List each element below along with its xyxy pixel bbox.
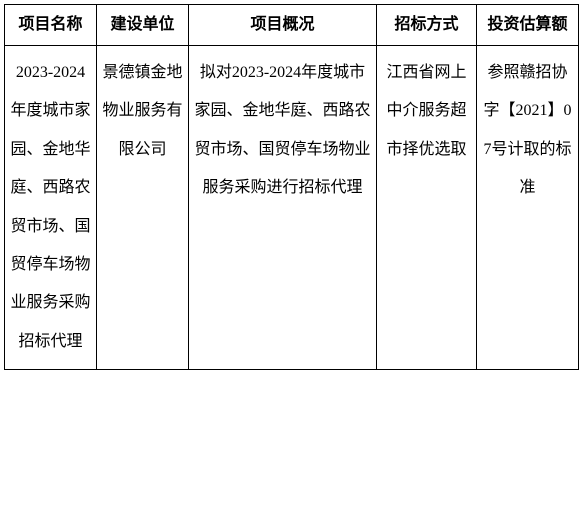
table-row: 2023-2024年度城市家园、金地华庭、西路农贸市场、国贸停车场物业服务采购招…: [5, 46, 579, 370]
header-investment-estimate: 投资估算额: [477, 5, 579, 46]
header-project-overview: 项目概况: [189, 5, 377, 46]
cell-investment-estimate: 参照赣招协字【2021】07号计取的标准: [477, 46, 579, 370]
header-bidding-method: 招标方式: [377, 5, 477, 46]
project-table: 项目名称 建设单位 项目概况 招标方式 投资估算额 2023-2024年度城市家…: [4, 4, 579, 370]
header-row: 项目名称 建设单位 项目概况 招标方式 投资估算额: [5, 5, 579, 46]
cell-project-overview: 拟对2023-2024年度城市家园、金地华庭、西路农贸市场、国贸停车场物业服务采…: [189, 46, 377, 370]
header-project-name: 项目名称: [5, 5, 97, 46]
cell-construction-unit: 景德镇金地物业服务有限公司: [97, 46, 189, 370]
header-construction-unit: 建设单位: [97, 5, 189, 46]
cell-project-name: 2023-2024年度城市家园、金地华庭、西路农贸市场、国贸停车场物业服务采购招…: [5, 46, 97, 370]
table-body: 2023-2024年度城市家园、金地华庭、西路农贸市场、国贸停车场物业服务采购招…: [5, 46, 579, 370]
cell-bidding-method: 江西省网上中介服务超市择优选取: [377, 46, 477, 370]
table-header: 项目名称 建设单位 项目概况 招标方式 投资估算额: [5, 5, 579, 46]
